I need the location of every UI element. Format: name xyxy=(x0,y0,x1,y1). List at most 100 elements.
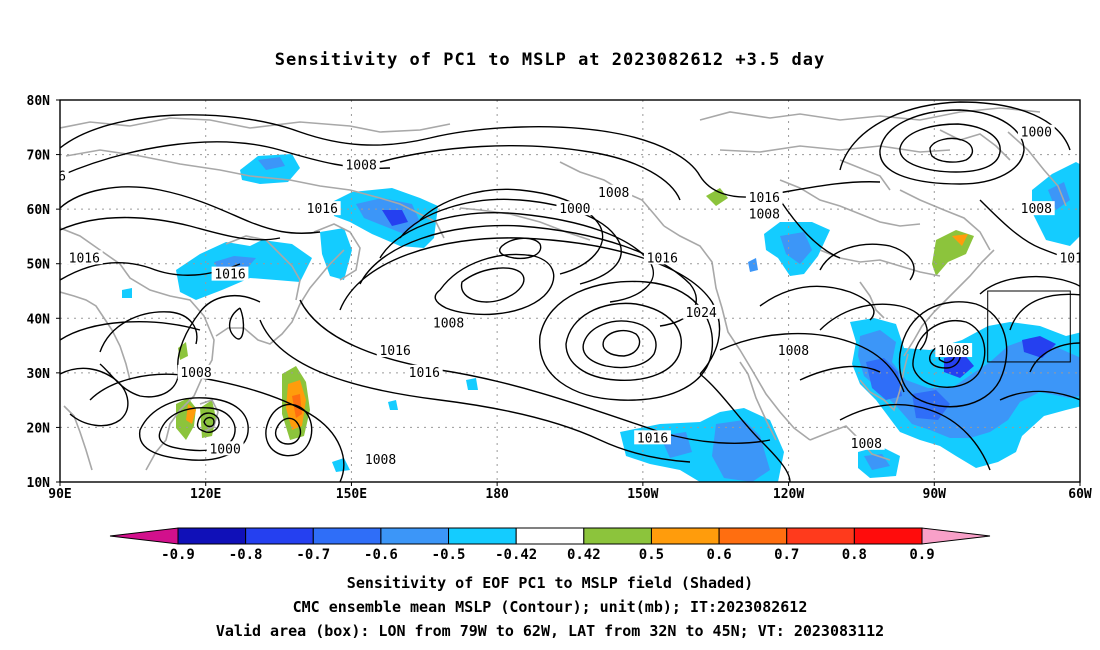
lat-tick-label: 10N xyxy=(27,476,51,491)
contour-label: 1016 xyxy=(647,251,678,266)
contour-label-bg xyxy=(745,206,783,221)
contour-label: 1016 xyxy=(409,366,440,381)
contour-label: 1008 xyxy=(938,344,969,359)
colorbar-label: 0.8 xyxy=(842,547,867,563)
contour-label: 1000 xyxy=(209,442,240,457)
map-title: Sensitivity of PC1 to MSLP at 2023082612… xyxy=(274,50,826,70)
colorbar-swatch xyxy=(448,527,517,545)
colorbar-swatch xyxy=(245,527,314,545)
contour-label-bg xyxy=(211,266,249,281)
contour-label-bg xyxy=(303,201,341,216)
contour-label-bg xyxy=(1017,124,1055,139)
contour-label-bg xyxy=(643,250,681,265)
colorbar-label: -0.9 xyxy=(161,547,195,563)
contour-label: 1016 xyxy=(637,431,668,446)
colorbar-label: -0.7 xyxy=(296,547,330,563)
colorbar: -0.9 -0.8 -0.7 -0.6 -0.5 -0.42 0.42 0.5 0.6 0.7 0.… xyxy=(109,527,991,563)
contour-label: 1000 xyxy=(559,202,590,217)
caption-valid-area: Valid area (box): LON from 79W to 62W, L… xyxy=(215,622,885,640)
contour-label-bg xyxy=(556,201,594,216)
lat-tick-label: 30N xyxy=(27,367,51,382)
colorbar-swatch xyxy=(786,527,855,545)
contour-label: 1000 xyxy=(1021,126,1052,141)
lat-tick-label: 80N xyxy=(27,94,51,109)
lon-tick-label: 120E xyxy=(190,487,221,502)
contour-label-bg xyxy=(634,430,671,445)
colorbar-label: -0.6 xyxy=(364,547,398,563)
contour-labels: 1008 1008 1000 1016 1008 1016 1016 1016 1016 1024… xyxy=(35,124,1090,468)
lon-tick-label: 150E xyxy=(336,487,367,502)
contour-label: 1008 xyxy=(1021,202,1052,217)
contour-label: 1016 xyxy=(35,169,66,184)
contour-label: 1008 xyxy=(778,344,809,359)
contour-label-bg xyxy=(595,184,633,199)
colorbar-swatch xyxy=(177,527,247,545)
colorbar-low-triangle xyxy=(109,527,179,545)
contour-label-bg xyxy=(405,364,443,379)
contour-label: 1008 xyxy=(598,186,629,201)
contour-label: 1016 xyxy=(214,268,245,283)
caption-contour: CMC ensemble mean MSLP (Contour); unit(m… xyxy=(292,598,808,616)
colorbar-label: 0.42 xyxy=(567,547,601,563)
lat-tick-label: 50N xyxy=(27,258,51,273)
colorbar-label: -0.8 xyxy=(229,547,263,563)
contour-label-bg xyxy=(362,452,399,467)
contour-label-bg xyxy=(847,435,885,450)
contour-label-bg xyxy=(935,343,973,358)
lat-tick-label: 70N xyxy=(27,149,51,164)
longitude-labels: 90E 120E 150E 180 150W 120W 90W 60W xyxy=(48,482,1092,502)
lat-tick-label: 60N xyxy=(27,203,51,218)
contour-label-bg xyxy=(342,157,380,172)
colorbar-high-triangle xyxy=(921,527,991,545)
lat-tick-label: 40N xyxy=(27,312,51,327)
lon-tick-label: 180 xyxy=(485,487,509,502)
colorbar-label: 0.9 xyxy=(909,547,934,563)
colorbar-swatch xyxy=(853,527,923,545)
lon-tick-label: 60W xyxy=(1068,487,1092,502)
lon-tick-label: 150W xyxy=(627,487,658,502)
colorbar-label: -0.5 xyxy=(432,547,466,563)
contour-label-bg xyxy=(376,343,414,358)
contour-label-bg xyxy=(745,190,783,205)
lon-tick-label: 120W xyxy=(773,487,804,502)
contour-label: 1008 xyxy=(180,366,211,381)
colorbar-swatch xyxy=(650,527,720,545)
colorbar-swatch xyxy=(515,527,585,545)
contour-label: 1008 xyxy=(365,453,396,468)
contour-label-bg xyxy=(206,441,244,456)
contour-label: 1008 xyxy=(345,158,376,173)
contour-label: 1008 xyxy=(851,437,882,452)
caption-shading: Sensitivity of EOF PC1 to MSLP field (Sh… xyxy=(346,574,754,592)
valid-area-box xyxy=(987,290,1071,363)
latitude-labels: 80N 70N 60N 50N 40N 30N 20N 10N xyxy=(27,94,60,491)
contour-label-bg xyxy=(430,315,467,330)
map-frame xyxy=(59,99,1081,483)
colorbar-swatch xyxy=(312,527,382,545)
contour-label-bg xyxy=(65,250,103,265)
contour-label: 1016 xyxy=(379,344,410,359)
colorbar-label: 0.5 xyxy=(639,547,664,563)
colorbar-label: -0.42 xyxy=(495,547,537,563)
contour-label-bg xyxy=(1017,201,1055,216)
contour-label-bg xyxy=(60,168,69,183)
contour-label: 1016 xyxy=(1059,251,1090,266)
lon-tick-label: 90W xyxy=(923,487,947,502)
contour-label: 1016 xyxy=(69,251,100,266)
contour-label-bg xyxy=(775,343,812,358)
mslp-contours xyxy=(60,101,1080,482)
contour-label-bg xyxy=(682,304,720,319)
colorbar-swatch xyxy=(718,527,788,545)
contour-label-bg xyxy=(1056,250,1080,265)
lon-tick-label: 90E xyxy=(48,487,71,502)
colorbar-swatch xyxy=(380,527,450,545)
contour-label-bg xyxy=(177,364,215,379)
contour-label: 1024 xyxy=(685,306,716,321)
colorbar-label: 0.6 xyxy=(706,547,731,563)
colorbar-swatch xyxy=(583,527,652,545)
contour-label: 1008 xyxy=(433,317,464,332)
lat-tick-label: 20N xyxy=(27,421,51,436)
contour-label: 1016 xyxy=(749,191,780,206)
contour-label: 1008 xyxy=(749,208,780,223)
colorbar-label: 0.7 xyxy=(774,547,799,563)
